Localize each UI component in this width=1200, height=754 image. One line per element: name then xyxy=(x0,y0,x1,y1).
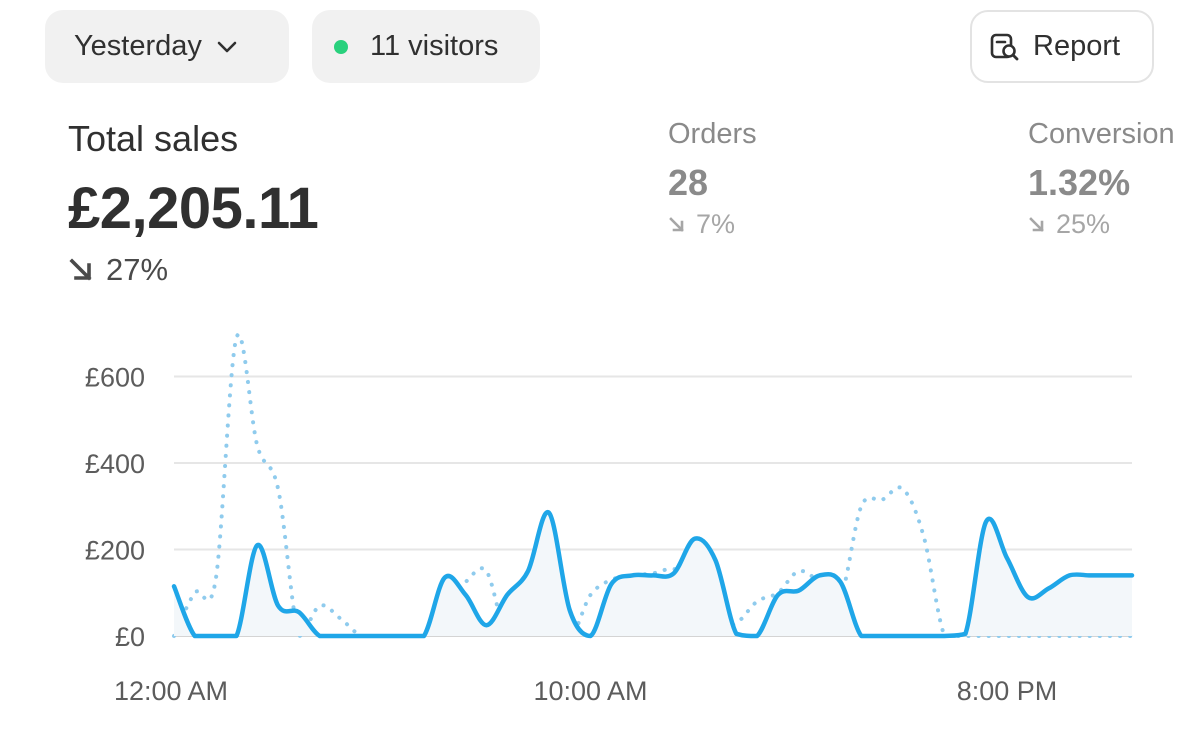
orders-change: 7% xyxy=(668,209,735,240)
arrow-down-right-icon xyxy=(668,216,686,234)
date-range-dropdown[interactable]: Yesterday xyxy=(45,10,289,83)
visitors-label: 11 visitors xyxy=(370,30,498,63)
conversion-label: Conversion xyxy=(1028,118,1175,151)
date-range-label: Yesterday xyxy=(74,30,202,63)
report-search-icon xyxy=(989,31,1021,63)
orders-change-value: 7% xyxy=(696,209,735,240)
arrow-down-right-icon xyxy=(1028,216,1046,234)
y-tick-label: £200 xyxy=(85,536,145,566)
x-tick-label: 8:00 PM xyxy=(957,676,1058,706)
sales-line-chart: £0 £200 £400 £600 12:00 AM 10:00 AM 8:00 PM xyxy=(0,300,1200,754)
total-sales-label: Total sales xyxy=(68,118,238,160)
report-label: Report xyxy=(1033,30,1120,63)
total-sales-value: £2,205.11 xyxy=(68,175,318,242)
chart-series xyxy=(174,334,1132,636)
report-button[interactable]: Report xyxy=(970,10,1154,83)
total-sales-change-value: 27% xyxy=(106,252,168,288)
conversion-change: 25% xyxy=(1028,209,1110,240)
x-tick-label: 10:00 AM xyxy=(533,676,647,706)
y-axis: £0 £200 £400 £600 xyxy=(85,363,145,653)
live-visitors-badge[interactable]: 11 visitors xyxy=(312,10,540,83)
arrow-down-right-icon xyxy=(68,257,94,283)
total-sales-change: 27% xyxy=(68,252,168,288)
x-axis: 12:00 AM 10:00 AM 8:00 PM xyxy=(114,676,1057,706)
orders-label: Orders xyxy=(668,118,757,151)
conversion-change-value: 25% xyxy=(1056,209,1110,240)
y-tick-label: £400 xyxy=(85,449,145,479)
y-tick-label: £0 xyxy=(115,622,145,652)
y-tick-label: £600 xyxy=(85,363,145,393)
live-status-dot xyxy=(334,40,348,54)
orders-value: 28 xyxy=(668,162,708,204)
x-tick-label: 12:00 AM xyxy=(114,676,228,706)
chevron-down-icon xyxy=(216,40,238,54)
conversion-value: 1.32% xyxy=(1028,162,1130,204)
